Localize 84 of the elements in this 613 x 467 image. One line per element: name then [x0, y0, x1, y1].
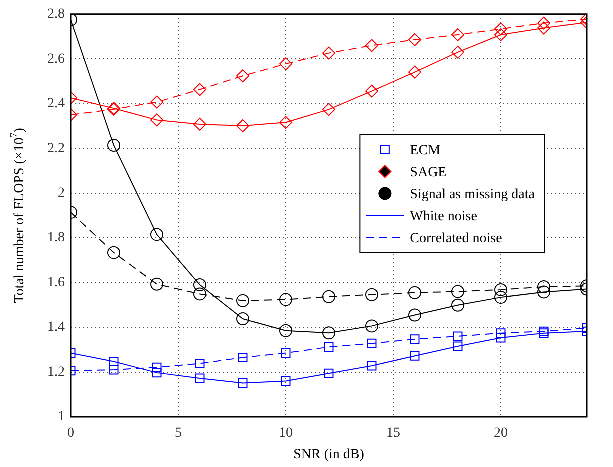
legend-label: SAGE: [410, 165, 447, 180]
x-tick-label: 0: [68, 426, 74, 442]
point: [366, 39, 378, 52]
point: [236, 70, 250, 83]
point: [324, 342, 334, 352]
point: [408, 66, 422, 79]
x-axis-title: SNR (in dB): [294, 447, 365, 462]
point: [236, 312, 250, 326]
point: [452, 285, 464, 298]
y-tick-label: 2.4: [48, 96, 65, 112]
point: [453, 332, 463, 342]
point: [538, 22, 550, 35]
point: [322, 103, 336, 116]
point: [152, 368, 162, 378]
point: [408, 286, 422, 300]
point: [453, 342, 463, 352]
point: [280, 58, 292, 71]
point: [494, 22, 508, 36]
point: [150, 96, 164, 109]
point: [324, 368, 334, 378]
point: [366, 84, 378, 98]
x-tick-label: 15: [386, 426, 400, 442]
point: [281, 376, 291, 386]
point: [366, 320, 378, 333]
y-tick-label: 1: [58, 410, 65, 425]
point: [150, 114, 164, 127]
point: [410, 351, 420, 361]
point: [236, 294, 250, 308]
legend-label: Signal as missing data: [410, 187, 536, 202]
x-tick-label: 20: [494, 426, 508, 442]
point: [494, 28, 508, 42]
point: [322, 290, 336, 304]
point: [194, 278, 206, 292]
point: [366, 288, 378, 302]
point: [408, 33, 422, 46]
point: [108, 138, 120, 152]
point: [280, 293, 292, 306]
y-tick-label: 2.8: [48, 7, 65, 22]
point: [281, 348, 291, 358]
point: [195, 359, 205, 369]
point: [238, 352, 248, 362]
point: [452, 298, 464, 312]
point: [322, 326, 336, 340]
point: [194, 288, 206, 301]
legend-label: White noise: [410, 209, 478, 224]
y-tick-label: 1.6: [48, 275, 65, 290]
y-tick-label: 2.6: [48, 52, 65, 67]
point: [238, 378, 248, 388]
point: [538, 16, 550, 30]
point: [322, 46, 336, 60]
point: [280, 324, 292, 338]
point: [494, 291, 508, 304]
y-tick-label: 1.4: [48, 320, 65, 336]
point: [496, 328, 506, 338]
point: [108, 246, 120, 260]
point: [452, 28, 464, 42]
y-axis-title: Total number of FLOPS (×107): [8, 128, 28, 304]
y-tick-label: 1.8: [48, 230, 65, 246]
point: [367, 361, 377, 371]
point: [236, 120, 250, 133]
point: [195, 374, 205, 384]
legend-label: Correlated noise: [410, 231, 502, 246]
x-tick-label: 10: [279, 426, 293, 442]
y-tick-label: 2: [58, 186, 65, 202]
point: [150, 278, 164, 291]
point: [410, 334, 420, 344]
y-tick-label: 1.2: [48, 364, 65, 380]
point: [494, 283, 508, 296]
point: [367, 338, 377, 348]
point: [150, 228, 164, 242]
point: [280, 116, 292, 130]
point: [194, 118, 206, 131]
point: [109, 357, 119, 366]
point: [538, 286, 550, 299]
point: [496, 333, 506, 343]
point: [538, 280, 550, 294]
point: [152, 362, 162, 372]
y-tick-label: 2.2: [48, 141, 65, 156]
point: [109, 365, 119, 375]
legend-label: ECM: [410, 143, 442, 158]
point: [408, 308, 422, 322]
point: [194, 83, 206, 96]
x-tick-label: 5: [175, 426, 182, 442]
point: [452, 46, 464, 59]
